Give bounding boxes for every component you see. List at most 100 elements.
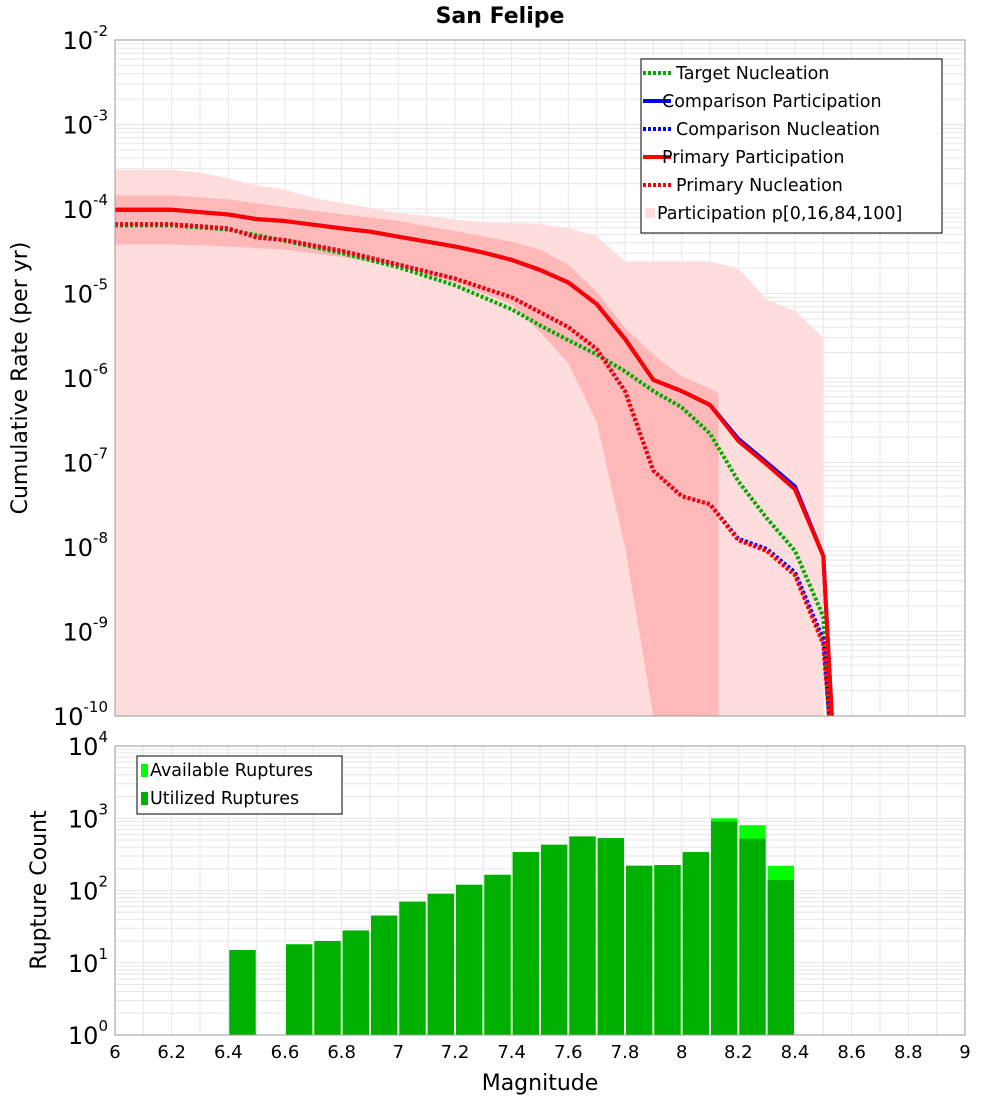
x-axis-label: Magnitude [482,1071,599,1096]
rate-y-tick-label: 10-5 [62,276,108,309]
tick-base: 10 [62,450,93,478]
tick-base: 10 [53,703,84,731]
bar-utilized [512,852,539,1035]
x-tick-label: 9 [959,1042,970,1063]
bar-utilized [456,884,483,1035]
rate-lines [115,207,834,717]
tick-exponent: -3 [93,107,108,125]
legend-swatch-available-ruptures [141,764,148,777]
tick-exponent: 2 [98,873,108,891]
x-tick-label: 8.4 [781,1042,810,1063]
x-tick-label: 7.6 [554,1042,583,1063]
tick-base: 10 [62,534,93,562]
x-tick-label: 7.2 [441,1042,470,1063]
legend-label-target-nucleation: Target Nucleation [675,64,829,84]
bar-utilized [626,865,653,1035]
count-y-tick-label: 104 [68,728,108,761]
legend-label-available-ruptures: Available Ruptures [150,761,313,781]
tick-base: 10 [62,281,93,309]
legend-label-comparison-participation: Comparison Participation [662,92,882,112]
count-y-tick-label: 102 [68,873,108,906]
chart-title: San Felipe [436,4,565,29]
tick-base: 10 [62,112,93,140]
legend-label-primary-nucleation: Primary Nucleation [676,176,843,196]
x-tick-label: 6.8 [327,1042,356,1063]
rate-legend: Target Nucleation Comparison Participatio… [640,58,943,234]
bar-utilized [229,950,256,1035]
tick-base: 10 [68,1022,99,1050]
x-tick-label: 7.4 [497,1042,526,1063]
tick-exponent: 1 [98,945,108,963]
bar-utilized [711,821,738,1035]
count-legend: Available Ruptures Utilized Ruptures [136,755,343,815]
legend-swatch-utilized-ruptures [141,792,148,805]
rate-y-tick-label: 10-4 [62,191,108,224]
x-tick-label: 8 [676,1042,687,1063]
tick-exponent: 4 [98,728,108,746]
bar-utilized [484,874,511,1035]
tick-exponent: -6 [93,360,108,378]
bar-utilized [739,838,766,1035]
x-tick-label: 6.6 [271,1042,300,1063]
tick-base: 10 [62,365,93,393]
tick-base: 10 [68,950,99,978]
rate-y-tick-label: 10-9 [62,614,108,647]
x-tick-label: 6 [109,1042,120,1063]
tick-base: 10 [62,27,93,55]
tick-exponent: -10 [84,698,109,716]
bar-utilized [654,865,681,1035]
tick-exponent: -2 [93,22,108,40]
tick-base: 10 [62,619,93,647]
legend-label-comparison-nucleation: Comparison Nucleation [676,120,880,140]
rate-y-axis-label: Cumulative Rate (per yr) [8,242,33,515]
bar-utilized [342,930,369,1035]
count-y-axis-label: Rupture Count [27,810,52,970]
count-y-tick-label: 100 [68,1017,108,1050]
rate-y-tick-label: 10-6 [62,360,108,393]
rate-y-tick-label: 10-10 [53,698,108,731]
tick-exponent: -5 [93,276,108,294]
tick-exponent: -9 [93,614,108,632]
x-tick-label: 6.2 [157,1042,186,1063]
legend-label-primary-participation: Primary Participation [662,148,844,168]
tick-base: 10 [68,878,99,906]
legend-label-participation-p-0-16-84-100: Participation p[0,16,84,100] [657,204,902,224]
rate-y-tick-label: 10-2 [62,22,108,55]
bar-utilized [286,944,313,1035]
x-tick-label: 7 [393,1042,404,1063]
bar-utilized [314,941,341,1035]
count-bars [229,818,794,1035]
tick-exponent: -7 [93,445,108,463]
rate-legend-box [640,58,943,234]
rate-y-tick-labels: 10-210-310-410-510-610-710-810-910-10 [53,22,108,731]
band-inner [115,195,719,717]
bar-utilized [569,836,596,1035]
tick-base: 10 [68,805,99,833]
rate-plot-frame [114,39,966,717]
x-tick-label: 8.6 [837,1042,866,1063]
bar-utilized [371,915,398,1035]
tick-base: 10 [62,196,93,224]
count-x-tick-labels: 6 6.2 6.4 6.6 6.8 7 7.2 7.4 7.6 7.8 8 8.2 8.4 8.6 8.8 9 [109,1042,970,1063]
series-primary-nucleation [115,222,831,717]
bar-utilized [767,879,794,1035]
tick-exponent: 3 [98,800,108,818]
rate-y-tick-label: 10-8 [62,529,108,562]
bar-utilized [597,838,624,1035]
tick-base: 10 [68,733,99,761]
x-tick-label: 8.2 [724,1042,753,1063]
count-y-tick-label: 101 [68,945,108,978]
legend-label-utilized-ruptures: Utilized Ruptures [150,789,299,809]
x-tick-label: 7.8 [611,1042,640,1063]
rate-y-tick-label: 10-3 [62,107,108,140]
bar-utilized [427,893,454,1035]
tick-exponent: -4 [93,191,108,209]
rate-panel: 10-210-310-410-510-610-710-810-910-10 Cu… [8,22,966,731]
count-legend-box [136,755,343,815]
bar-utilized [682,852,709,1035]
x-tick-label: 8.8 [894,1042,923,1063]
count-plot-frame [114,745,966,1036]
